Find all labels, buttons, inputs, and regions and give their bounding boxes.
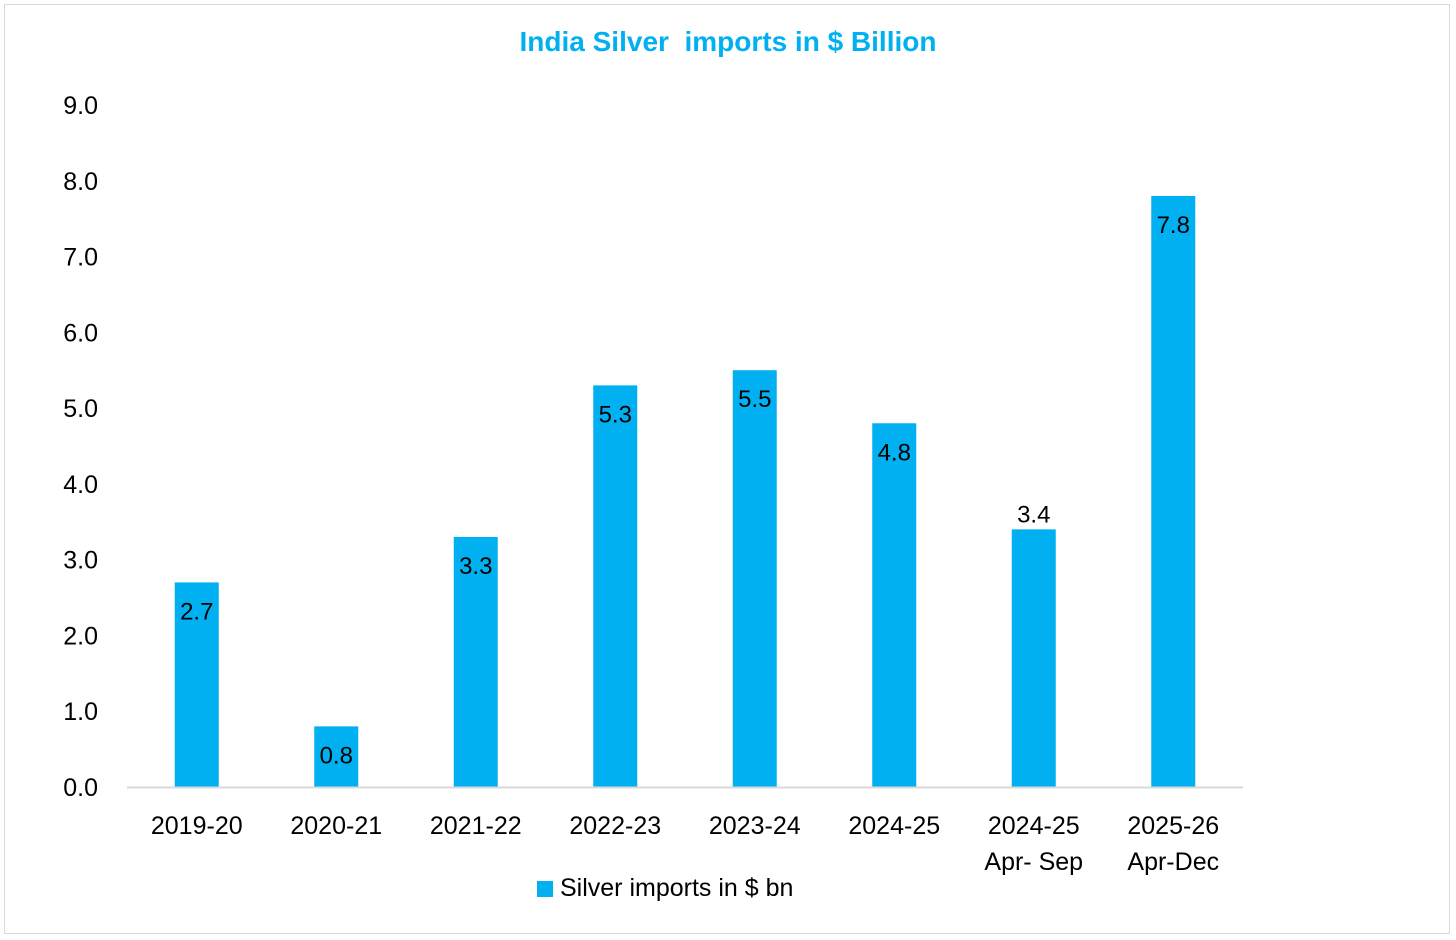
- data-label: 2.7: [180, 598, 213, 625]
- legend-label: Silver imports in $ bn: [560, 874, 794, 902]
- y-tick-label: 3.0: [63, 547, 98, 575]
- x-tick-label: 2023-24: [709, 812, 801, 840]
- y-tick-label: 9.0: [63, 92, 98, 120]
- x-tick-label: 2019-20: [151, 812, 243, 840]
- y-tick-label: 7.0: [63, 244, 98, 272]
- bar: [1011, 529, 1056, 787]
- x-tick-label: 2024-25: [848, 812, 940, 840]
- x-tick-label: 2020-21: [290, 812, 382, 840]
- x-tick-label: 2025-26: [1127, 812, 1219, 840]
- bar: [593, 385, 638, 787]
- x-tick-label: 2024-25: [988, 812, 1080, 840]
- data-label: 4.8: [878, 439, 911, 466]
- data-label: 5.3: [599, 401, 632, 428]
- chart-frame: [4, 4, 1450, 934]
- legend-swatch: [537, 880, 553, 897]
- data-label: 3.4: [1017, 501, 1050, 528]
- data-label: 0.8: [320, 742, 353, 769]
- bar: [872, 423, 917, 787]
- bar: [732, 370, 777, 787]
- bar: [314, 726, 359, 787]
- bar: [174, 582, 219, 787]
- x-tick-label: Apr-Dec: [1127, 848, 1219, 876]
- y-tick-label: 5.0: [63, 395, 98, 423]
- y-tick-label: 4.0: [63, 471, 98, 499]
- bar: [1151, 195, 1196, 787]
- y-tick-label: 2.0: [63, 622, 98, 650]
- y-tick-label: 0.0: [63, 774, 98, 802]
- chart-title: India Silver imports in $ Billion: [519, 26, 937, 57]
- data-label: 5.5: [738, 386, 771, 413]
- x-tick-label: 2022-23: [569, 812, 661, 840]
- legend: Silver imports in $ bn: [537, 874, 793, 903]
- data-label: 3.3: [459, 553, 492, 580]
- bar: [453, 536, 498, 787]
- x-tick-label: Apr- Sep: [984, 848, 1083, 876]
- y-tick-label: 1.0: [63, 698, 98, 726]
- data-label: 7.8: [1157, 212, 1190, 239]
- y-tick-label: 8.0: [63, 168, 98, 196]
- x-tick-label: 2021-22: [430, 812, 522, 840]
- y-tick-label: 6.0: [63, 319, 98, 347]
